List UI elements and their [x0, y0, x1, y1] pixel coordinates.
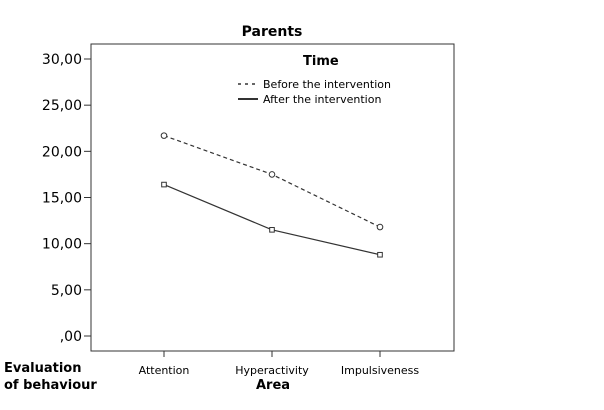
chart-title: Parents: [242, 24, 303, 40]
legend: Time Before the intervention After the in…: [238, 54, 391, 106]
legend-label: Before the intervention: [263, 78, 391, 91]
data-point: [269, 227, 275, 233]
y-tick-label: 20,00: [42, 144, 82, 160]
y-axis-label-line-2: of behaviour: [4, 378, 97, 393]
y-tick-label: 30,00: [42, 52, 82, 68]
series-line: [163, 135, 381, 228]
x-axis-label: Area: [256, 378, 290, 393]
x-axis: Attention Hyperactivity Impulsiveness: [139, 351, 420, 377]
x-tick-label: Hyperactivity: [235, 364, 309, 377]
series-after: [161, 181, 383, 258]
y-tick-label: 25,00: [42, 98, 82, 114]
y-tick-label: 10,00: [42, 237, 82, 253]
y-tick-label: 15,00: [42, 191, 82, 207]
data-point: [161, 181, 167, 188]
y-tick-label: ,00: [60, 329, 82, 345]
y-axis: ,00 5,00 10,00 15,00 20,00 25,00 30,00: [42, 52, 91, 345]
data-point: [377, 251, 383, 258]
series-layer: [160, 132, 384, 258]
data-point: [160, 132, 168, 139]
data-point: [268, 171, 276, 178]
y-axis-label-line-1: Evaluation: [4, 361, 81, 376]
legend-label: After the intervention: [263, 93, 381, 106]
series-before: [160, 132, 384, 231]
x-tick-label: Attention: [139, 364, 190, 377]
series-line: [163, 184, 381, 256]
data-point: [376, 223, 384, 231]
y-tick-label: 5,00: [51, 283, 82, 299]
legend-title: Time: [303, 54, 339, 69]
x-tick-label: Impulsiveness: [341, 364, 420, 377]
